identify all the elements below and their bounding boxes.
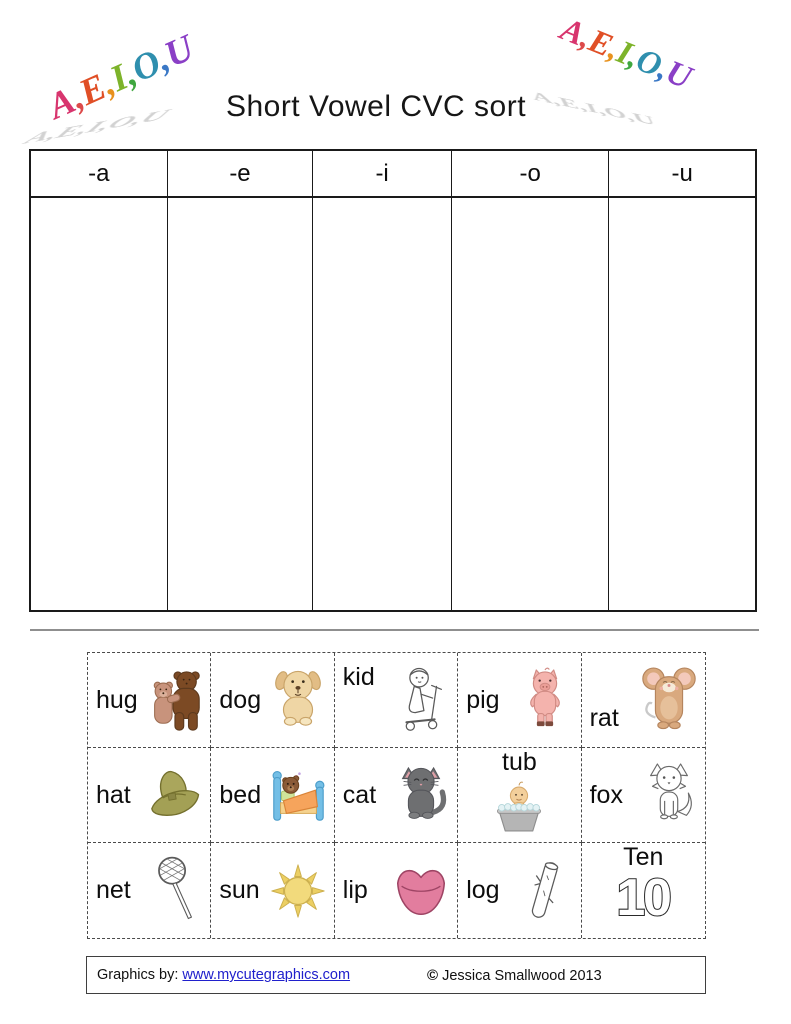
word-card-fox: fox	[581, 748, 705, 843]
word-card-cat: cat	[334, 748, 459, 843]
vowel-sort-table: -a -e -i -o -u	[29, 149, 757, 612]
word-card-dog: dog	[211, 653, 335, 748]
card-word-pig: pig	[466, 685, 500, 714]
column-header-u: -u	[609, 151, 755, 198]
drop-area-e	[168, 198, 313, 610]
word-card-net: net	[88, 843, 212, 938]
card-word-bed: bed	[219, 780, 262, 809]
sort-column-i: -i	[313, 151, 452, 610]
sort-column-a: -a	[31, 151, 168, 610]
card-word-kid: kid	[342, 663, 375, 691]
column-header-e: -e	[167, 151, 313, 198]
puppy-icon	[274, 670, 321, 726]
card-word-cat: cat	[342, 780, 377, 809]
word-cards-grid: hug	[87, 652, 706, 939]
word-card-hug: hug	[88, 653, 212, 748]
word-card-rat: rat	[581, 653, 705, 748]
rat-icon	[642, 667, 696, 730]
copyright-text: © Jessica Smallwood 2013	[427, 967, 602, 984]
word-card-log: log	[458, 843, 582, 938]
column-header-o: -o	[451, 151, 609, 198]
word-card-hat: hat	[88, 748, 212, 843]
pig-icon	[529, 667, 560, 727]
lips-icon	[397, 869, 446, 915]
card-word-hug: hug	[96, 685, 138, 714]
card-word-lip: lip	[342, 876, 368, 904]
card-word-sun: sun	[219, 876, 260, 904]
ten-number-text: 10	[617, 870, 671, 922]
card-word-log: log	[466, 876, 500, 904]
drop-area-a	[31, 198, 167, 610]
copyright-author: Jessica Smallwood 2013	[442, 967, 602, 984]
log-outline-icon	[531, 861, 558, 918]
word-card-kid: kid	[334, 653, 459, 748]
vowels-decoration-left: A,E,I,O,U A,E,I,O,U	[20, 27, 230, 147]
word-card-bed: bed	[211, 748, 335, 843]
word-card-ten: Ten 10	[582, 843, 705, 938]
number-ten-icon: 10	[616, 870, 674, 922]
word-card-tub: tub	[458, 748, 582, 843]
card-word-ten: Ten	[623, 843, 664, 871]
credit-label: Graphics by:	[97, 967, 183, 983]
baby-in-tub-icon	[497, 781, 542, 832]
butterfly-net-icon	[158, 856, 193, 919]
graphics-credit: Graphics by: www.mycutegraphics.com	[97, 967, 427, 983]
copyright-symbol: ©	[427, 966, 439, 984]
drop-area-u	[609, 198, 755, 610]
sort-column-o: -o	[451, 151, 610, 610]
drop-area-i	[313, 198, 451, 610]
hugging-bears-icon	[154, 671, 201, 731]
column-header-a: -a	[31, 151, 167, 198]
word-card-sun: sun	[211, 843, 335, 938]
card-word-hat: hat	[96, 780, 131, 809]
card-word-net: net	[96, 876, 131, 904]
vowels-decoration-right-text: A,E,I,O,U	[555, 11, 697, 97]
section-divider	[30, 629, 759, 631]
word-card-lip: lip	[335, 843, 459, 938]
sort-column-e: -e	[167, 151, 314, 610]
credits-footer: Graphics by: www.mycutegraphics.com © Je…	[86, 956, 706, 994]
gray-cat-icon	[401, 766, 447, 819]
card-word-rat: rat	[589, 704, 619, 732]
bed-with-bear-icon	[272, 770, 325, 821]
page-title: Short Vowel CVC sort	[225, 90, 527, 123]
mycutegraphics-link[interactable]: www.mycutegraphics.com	[182, 967, 351, 983]
column-header-i: -i	[313, 151, 451, 198]
drop-area-o	[452, 198, 608, 610]
card-word-tub: tub	[502, 748, 537, 776]
sort-column-u: -u	[609, 151, 755, 610]
cowboy-hat-icon	[151, 770, 200, 816]
sun-icon	[271, 863, 325, 918]
kid-on-scooter-icon	[405, 667, 443, 731]
word-card-pig: pig	[458, 653, 582, 748]
card-word-fox: fox	[589, 780, 623, 809]
card-word-dog: dog	[219, 685, 262, 714]
fox-outline-icon	[650, 763, 692, 820]
